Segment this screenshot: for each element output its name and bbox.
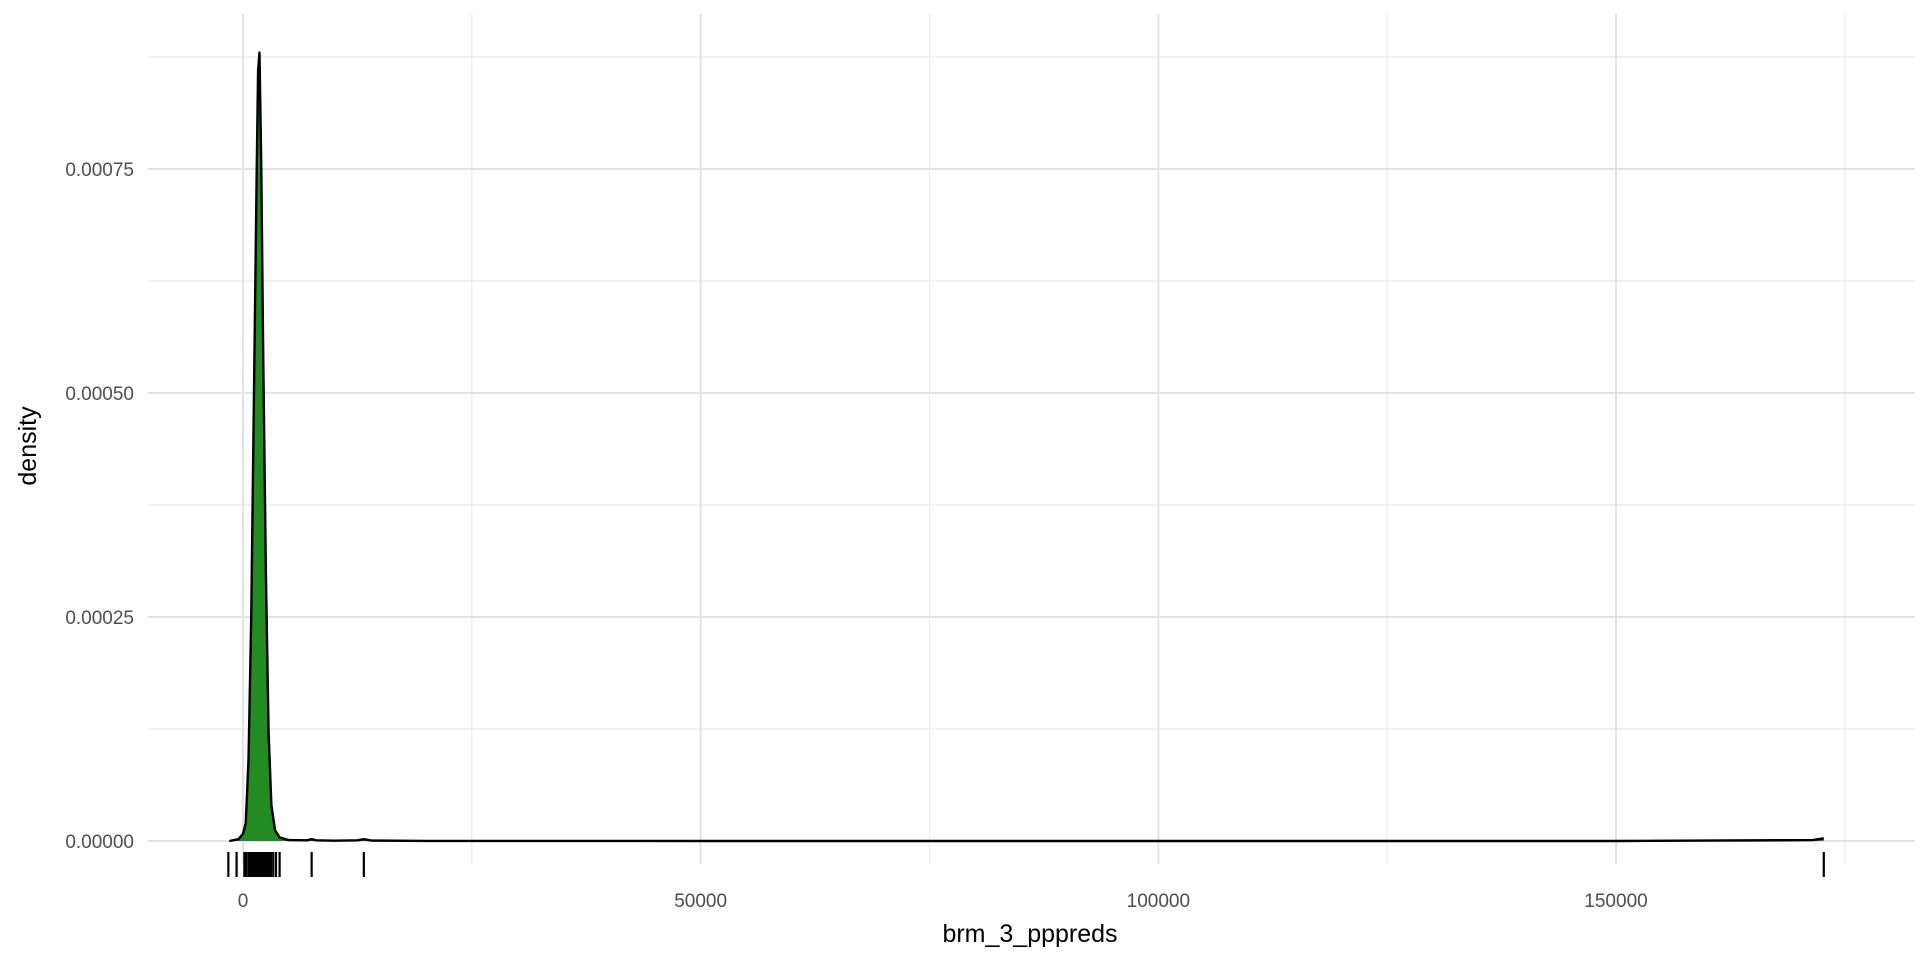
x-tick-label: 100000 (1127, 891, 1190, 912)
y-tick-label: 0.00050 (65, 384, 134, 405)
density-layer (229, 51, 1824, 843)
y-tick-label: 0.00000 (65, 832, 134, 853)
x-axis-title: brm_3_pppreds (942, 920, 1117, 948)
y-tick-label: 0.00075 (65, 160, 134, 181)
y-tick-label: 0.00025 (65, 608, 134, 629)
x-tick-labels: 0 50000 100000 150000 (238, 891, 1648, 912)
x-tick-label: 50000 (674, 891, 727, 912)
rug-layer (227, 852, 1825, 877)
minor-gridlines (148, 14, 1915, 864)
x-tick-label: 0 (238, 891, 249, 912)
x-tick-label: 150000 (1584, 891, 1647, 912)
y-axis-title: density (14, 406, 42, 486)
y-tick-labels: 0.00000 0.00025 0.00050 0.00075 (65, 160, 134, 853)
density-curve-line (229, 51, 1824, 843)
